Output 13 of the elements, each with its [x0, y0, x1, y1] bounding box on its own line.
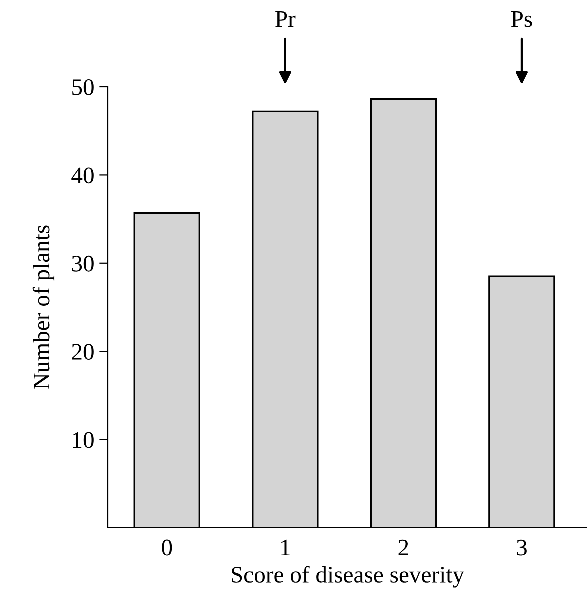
x-tick-label: 2	[398, 540, 408, 556]
y-tick-label: 20	[72, 344, 94, 360]
x-axis-title: Score of disease severity	[232, 566, 464, 588]
text: Pr	[276, 12, 296, 27]
text: Ps	[511, 12, 532, 28]
y-tick-label: 50	[72, 79, 94, 96]
y-tick-label: 30	[72, 256, 94, 272]
x-tick-label: 1	[282, 540, 290, 556]
y-axis-title: Number of plants	[32, 226, 55, 390]
y-tick-label: 10	[73, 432, 94, 448]
y-tick-label: 40	[72, 168, 94, 184]
x-tick-label: 0	[162, 540, 172, 556]
x-tick-label: 3	[517, 540, 527, 556]
